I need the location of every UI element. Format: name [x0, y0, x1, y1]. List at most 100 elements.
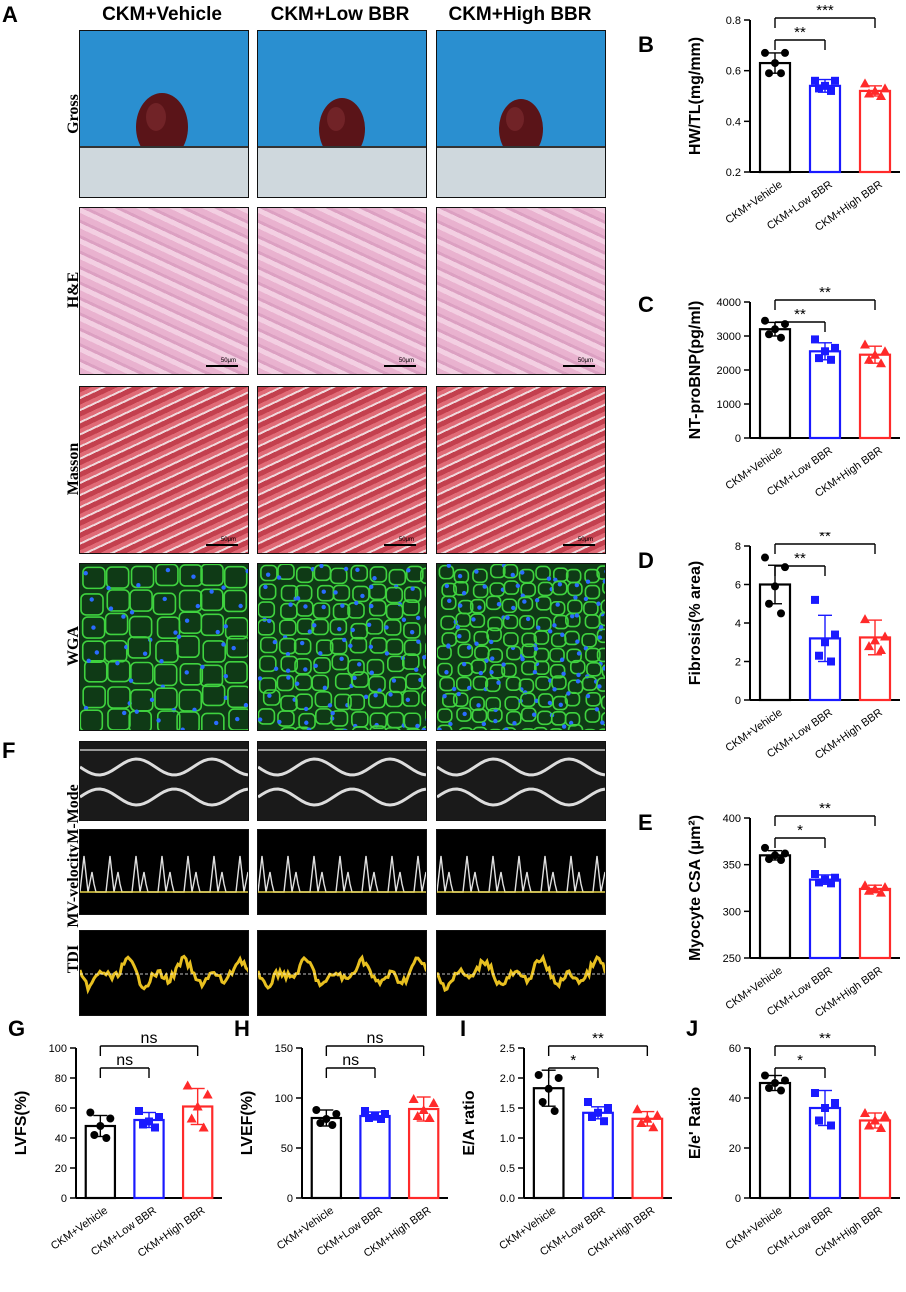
wga-cell-outline	[601, 664, 605, 678]
wga-nucleus	[409, 629, 415, 635]
wga-cell-outline	[330, 710, 349, 727]
data-point	[880, 631, 890, 641]
wga-cell-outline	[474, 645, 490, 661]
data-point	[827, 657, 835, 666]
wga-cell-outline	[486, 627, 502, 642]
gross-heart-high-bbr	[437, 99, 605, 197]
wga-cell-outline	[178, 689, 203, 712]
tdi-image-low-bbr	[257, 930, 427, 1016]
wga-nucleus	[121, 614, 126, 619]
wga-nucleus	[456, 691, 461, 697]
wga-cell-outline	[406, 565, 424, 583]
wga-cell-outline	[598, 611, 605, 627]
wga-nucleus	[156, 718, 161, 723]
wga-cell-outline	[490, 564, 506, 579]
wga-nucleus	[560, 632, 565, 637]
wga-cell-outline	[437, 662, 453, 678]
data-point	[771, 1079, 779, 1087]
wga-cell-outline	[600, 599, 605, 614]
wga-nucleus	[602, 579, 605, 584]
data-point	[870, 1115, 880, 1125]
wga-cell-outline	[565, 568, 582, 584]
data-point	[827, 86, 835, 95]
wga-nucleus	[573, 595, 578, 600]
wga-nucleus	[534, 698, 539, 704]
wga-nucleus	[600, 720, 605, 725]
wga-nucleus	[515, 583, 521, 588]
data-point	[860, 880, 870, 890]
wga-cell-outline	[332, 584, 351, 602]
scale-bar	[384, 365, 416, 367]
wga-cell-outline	[440, 615, 456, 631]
wga-nucleus	[223, 695, 229, 700]
y-tick-label: 8	[735, 541, 741, 553]
data-point	[332, 1110, 341, 1118]
wga-nucleus	[474, 569, 479, 574]
wga-cells	[258, 564, 426, 730]
wga-nucleus	[466, 685, 472, 691]
wga-cell-outline	[521, 632, 537, 648]
wga-cell-outline	[502, 727, 517, 730]
wga-cell-outline	[456, 707, 472, 722]
wga-nucleus	[597, 635, 603, 640]
tdi-image-vehicle	[79, 930, 249, 1016]
data-point	[771, 851, 779, 860]
data-point	[777, 1086, 785, 1095]
y-tick-label: 250	[723, 953, 741, 965]
data-point	[538, 1098, 547, 1106]
y-tick-label: 1.5	[500, 1103, 515, 1115]
wga-cell-outline	[453, 568, 470, 584]
data-point	[831, 1099, 839, 1107]
wga-cell-outline	[104, 612, 129, 636]
wga-nucleus	[285, 651, 291, 657]
wga-cell-outline	[200, 613, 225, 637]
wga-cell-outline	[567, 679, 584, 695]
wga-cell-outline	[366, 658, 385, 676]
wga-nucleus	[594, 707, 600, 712]
wga-cell-outline	[103, 639, 128, 663]
wga-nucleus	[277, 719, 282, 725]
wga-cell-outline	[549, 728, 563, 730]
wga-cell-outline	[470, 659, 487, 674]
wga-nucleus	[267, 693, 272, 698]
sig-label: ns	[116, 1052, 133, 1069]
bar-2	[858, 89, 892, 174]
wga-cell-outline	[502, 564, 519, 579]
m-mode-wall-upper	[258, 757, 426, 777]
wga-cell-outline	[178, 589, 203, 613]
wga-cell-outline	[583, 601, 599, 616]
wga-cell-outline	[276, 674, 295, 692]
data-point	[815, 354, 823, 363]
data-point	[761, 1071, 769, 1080]
panel-letter: J	[686, 1020, 698, 1041]
wga-cell-outline	[334, 673, 353, 690]
y-tick-label: 350	[723, 860, 741, 872]
wga-nucleus	[238, 603, 243, 609]
data-point	[428, 1098, 439, 1107]
data-point	[864, 354, 874, 364]
wga-cell-outline	[438, 564, 455, 580]
m-mode-wall-upper	[437, 757, 605, 777]
wga-nucleus	[462, 711, 467, 717]
bar-1	[133, 1118, 165, 1200]
wga-nucleus	[215, 629, 220, 635]
wga-cell-outline	[485, 677, 501, 693]
y-tick-label: 1000	[717, 399, 741, 411]
wga-cell-outline	[128, 710, 152, 730]
he-image-low-bbr: 50μm	[257, 207, 427, 375]
data-point	[815, 651, 823, 660]
wga-cells	[437, 564, 605, 730]
data-point	[827, 879, 835, 888]
data-point	[361, 1107, 369, 1115]
data-point	[544, 1084, 553, 1093]
wga-nucleus	[493, 718, 498, 724]
data-point	[781, 849, 789, 858]
wga-cell-outline	[402, 653, 420, 670]
wga-nucleus	[490, 656, 495, 661]
wga-cell-outline	[521, 728, 535, 730]
y-axis-label: NT-proBNP(pg/ml)	[687, 301, 704, 440]
wga-cell-outline	[199, 664, 224, 688]
wga-cell-outline	[439, 676, 455, 692]
wga-nucleus	[333, 590, 338, 595]
sig-label: ***	[816, 2, 834, 19]
